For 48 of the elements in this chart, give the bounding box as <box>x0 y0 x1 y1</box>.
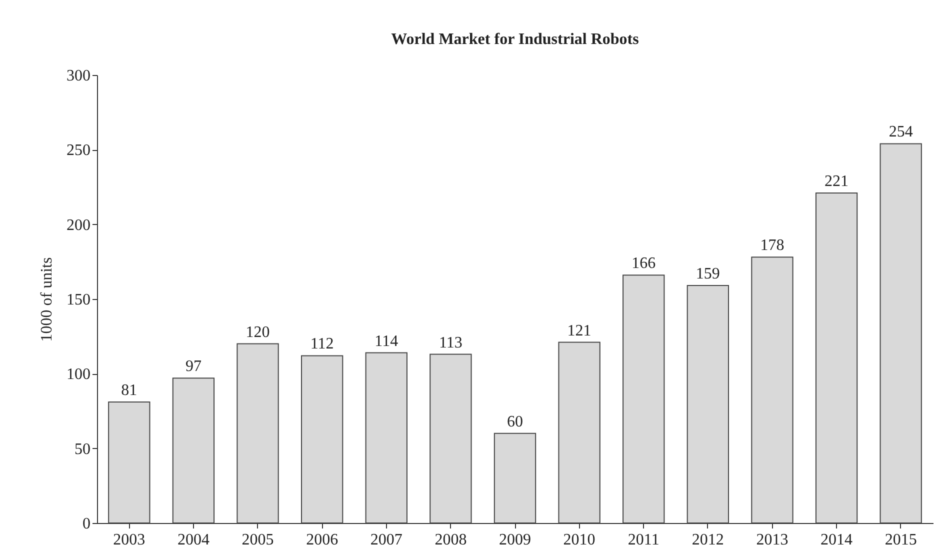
x-tick-label: 2006 <box>306 532 338 548</box>
bar <box>236 343 279 524</box>
bar <box>172 378 215 524</box>
data-label: 97 <box>185 358 202 376</box>
data-label: 120 <box>246 324 270 341</box>
bar <box>301 355 344 524</box>
y-tick-label: 50 <box>74 440 90 458</box>
data-label: 112 <box>310 336 334 353</box>
y-axis-title: 1000 of units <box>38 257 56 342</box>
x-tick-label: 2013 <box>756 532 788 548</box>
x-tick-label: 2012 <box>692 532 724 548</box>
data-label: 178 <box>760 237 784 254</box>
y-tick-label: 150 <box>66 292 90 308</box>
x-tick-label: 2005 <box>242 532 274 548</box>
data-label: 121 <box>567 322 592 340</box>
x-tick-label: 2003 <box>113 532 146 548</box>
bar <box>880 143 922 524</box>
data-label: 159 <box>696 266 720 283</box>
x-tick-label: 2014 <box>820 532 853 548</box>
y-tick-label: 0 <box>82 516 90 532</box>
x-tick-label: 2010 <box>563 532 596 548</box>
data-label: 60 <box>507 413 523 430</box>
data-label: 81 <box>121 382 138 400</box>
data-label: 254 <box>888 124 913 141</box>
bar <box>686 285 729 524</box>
y-tick-label: 200 <box>66 216 90 234</box>
y-tick-label: 100 <box>66 366 90 384</box>
bar <box>815 192 858 524</box>
data-label: 221 <box>824 172 849 190</box>
y-tick-label: 250 <box>66 142 90 160</box>
bar <box>622 274 665 524</box>
bar <box>494 432 536 524</box>
bar <box>558 342 600 524</box>
data-label: 114 <box>374 332 398 350</box>
x-tick-label: 2008 <box>434 532 467 548</box>
x-tick-label: 2015 <box>884 532 917 548</box>
bar <box>108 402 150 524</box>
chart-title: World Market for Industrial Robots <box>391 31 639 48</box>
x-tick-label: 2009 <box>499 532 531 548</box>
data-label: 166 <box>632 255 656 272</box>
bar <box>430 354 472 524</box>
x-tick-label: 2011 <box>628 532 660 548</box>
bar <box>365 352 408 524</box>
x-tick-label: 2004 <box>177 532 210 548</box>
data-label: 113 <box>438 334 462 352</box>
y-tick-label: 300 <box>66 68 90 84</box>
x-tick-label: 2007 <box>370 532 402 548</box>
bar <box>751 256 794 524</box>
